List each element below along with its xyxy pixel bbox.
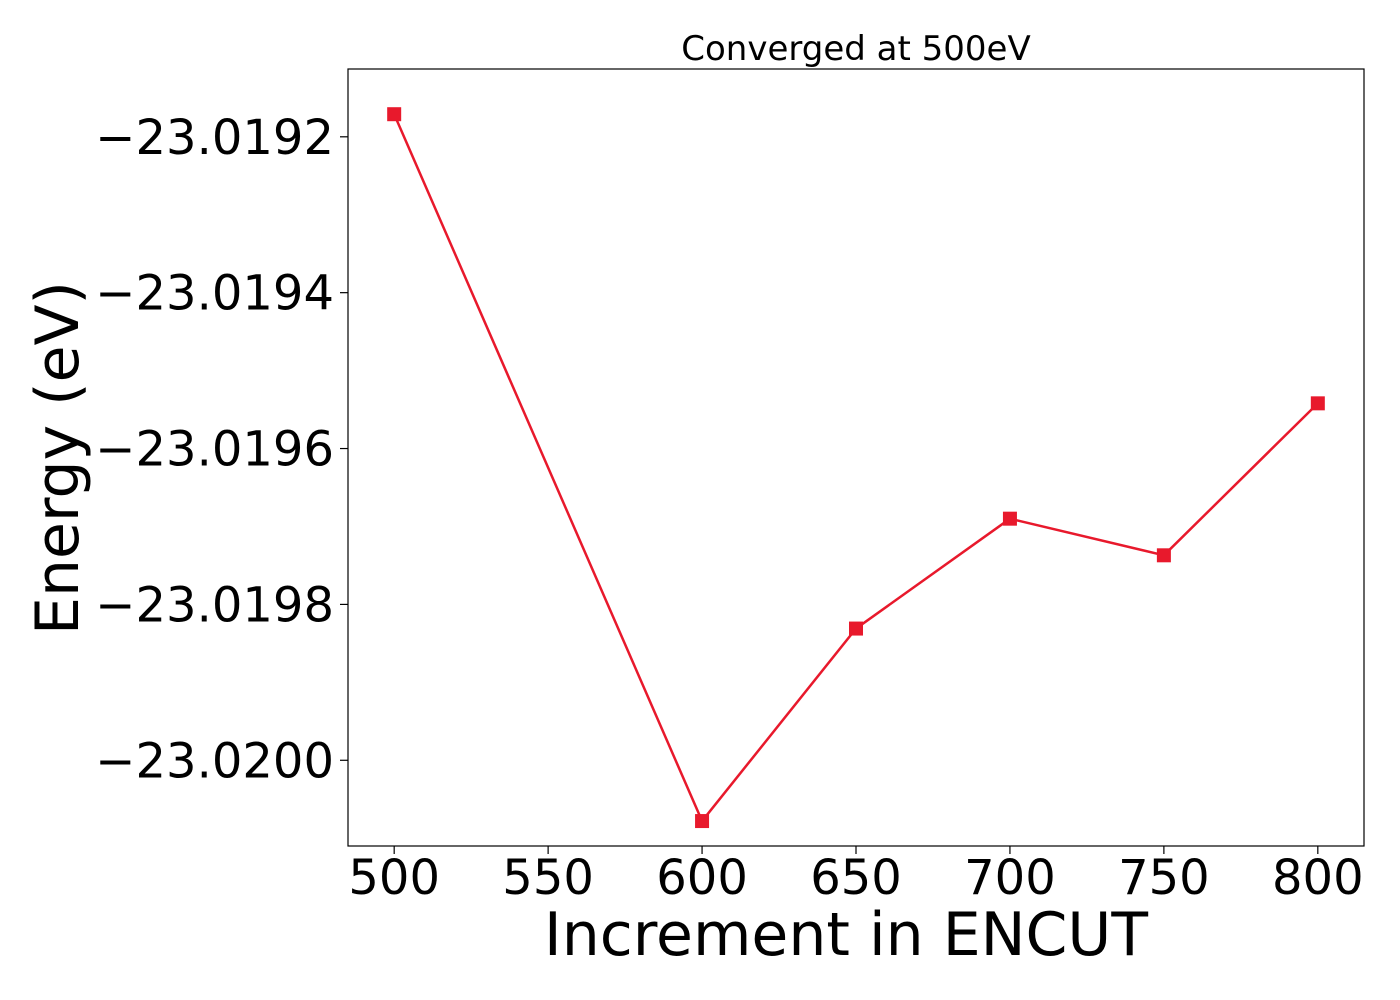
data-point-marker: [1156, 548, 1171, 563]
y-tick-label: −23.0200: [95, 733, 334, 789]
x-axis-label: Increment in ENCUT: [544, 900, 1148, 970]
series-line: [393, 113, 1319, 823]
data-point-marker: [1310, 396, 1325, 411]
y-axis-ticks: −23.0192 −23.0194 −23.0196 −23.0198 −23.0200: [95, 110, 348, 789]
y-tick-label: −23.0196: [95, 422, 334, 478]
x-axis-ticks: 500 550 600 650 700 750 800: [348, 846, 1364, 906]
y-tick-label: −23.0198: [95, 577, 334, 633]
x-tick-label: 750: [1118, 850, 1210, 906]
y-tick-label: −23.0194: [95, 266, 334, 322]
x-tick-label: 600: [656, 850, 748, 906]
series-layer: [387, 107, 1325, 829]
y-axis-label: Energy (eV): [23, 281, 93, 635]
data-point-marker: [849, 621, 863, 636]
data-point-marker: [1002, 511, 1017, 526]
x-tick-label: 800: [1272, 850, 1364, 906]
x-tick-label: 500: [348, 850, 440, 906]
y-tick-label: −23.0192: [95, 110, 334, 166]
data-point-marker: [695, 814, 710, 829]
x-tick-label: 650: [810, 850, 902, 906]
x-tick-label: 700: [964, 850, 1056, 906]
x-tick-label: 550: [502, 850, 594, 906]
data-point-marker: [387, 107, 402, 122]
chart-title: Converged at 500eV: [681, 29, 1030, 69]
